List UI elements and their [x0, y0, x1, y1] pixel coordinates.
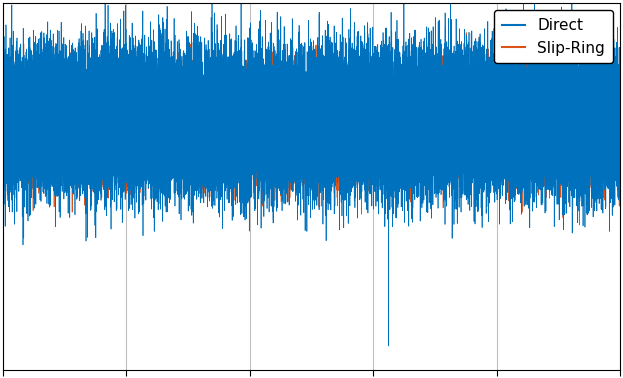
Direct [0, 154, 6, 159]
Slip-Ring [462, 30, 470, 35]
Slip-Ring [371, 133, 378, 138]
Slip-Ring [41, 157, 49, 161]
Direct [617, 167, 623, 172]
Slip-Ring [0, 80, 6, 84]
Line: Direct: Direct [2, 0, 621, 346]
Direct [235, 98, 243, 103]
Direct [148, 105, 155, 110]
Slip-Ring [148, 108, 155, 113]
Direct [457, 87, 465, 91]
Direct [334, 70, 341, 74]
Slip-Ring [235, 116, 243, 121]
Slip-Ring [617, 153, 623, 158]
Line: Slip-Ring: Slip-Ring [2, 33, 621, 225]
Slip-Ring [457, 91, 465, 95]
Direct [385, 344, 392, 348]
Slip-Ring [576, 223, 583, 227]
Direct [371, 113, 378, 117]
Slip-Ring [334, 89, 341, 94]
Legend: Direct, Slip-Ring: Direct, Slip-Ring [495, 11, 612, 64]
Direct [41, 103, 49, 108]
